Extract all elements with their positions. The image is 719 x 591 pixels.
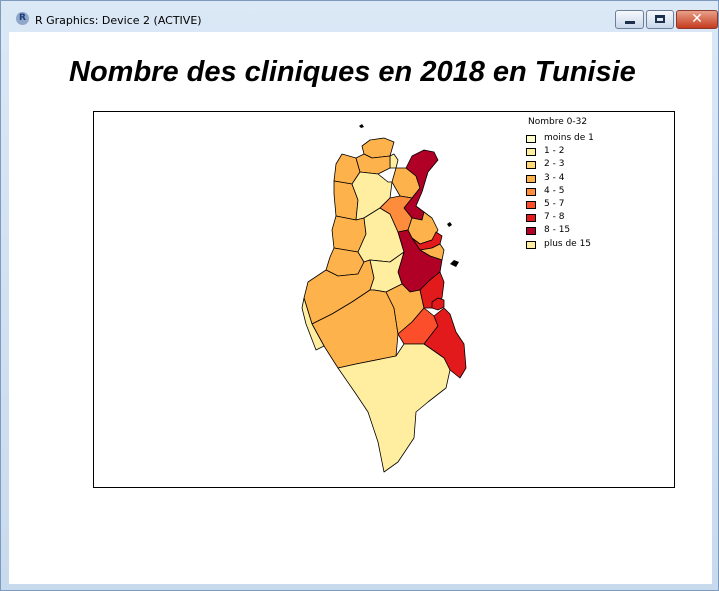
plot-region: Nombre 0-32 moins de 1 1 - 2 2 - 3 3 - 4 4 -… [93,111,675,488]
maximize-button[interactable] [646,10,674,29]
legend-label: 2 - 3 [544,159,565,170]
minimize-button[interactable] [615,10,644,29]
title-bar[interactable]: R R Graphics: Device 2 (ACTIVE) ✕ [1,1,718,32]
island-kerkennah [450,260,459,267]
legend-label: 8 - 15 [544,225,571,236]
legend-swatch [526,227,536,236]
legend-label: moins de 1 [544,133,594,143]
island-galite [359,124,364,128]
legend-swatch [526,201,536,209]
legend-swatch [526,135,536,143]
island-djerba [431,297,445,311]
legend-swatch [526,161,536,170]
legend-label: 1 - 2 [544,146,565,157]
maximize-icon [655,15,665,23]
legend-label: 3 - 4 [544,172,565,183]
legend-swatch [526,214,536,223]
close-icon: ✕ [691,11,703,27]
plot-title: Nombre des cliniques en 2018 en Tunisie [69,56,636,88]
region-center-2 [379,195,413,233]
region-south-west-1 [301,297,325,351]
legend-swatch [526,240,536,249]
legend-label: 4 - 5 [544,185,565,196]
legend-swatch [526,148,536,157]
legend-swatch [526,187,536,196]
legend-title: Nombre 0-32 [528,117,588,127]
r-logo-icon: R [16,12,29,25]
close-button[interactable]: ✕ [676,10,718,29]
island-kuriat [447,222,452,227]
minimize-icon [625,21,635,24]
legend-label: 5 - 7 [544,199,565,209]
legend-label: 7 - 8 [544,212,565,223]
legend-label: plus de 15 [544,238,592,249]
legend-swatch [526,174,536,183]
region-cap-bon [403,149,439,221]
tunisia-map [301,124,467,473]
region-north-center-2 [389,153,399,169]
plot-canvas: Nombre des cliniques en 2018 en Tunisie … [9,32,712,584]
region-south [337,343,451,473]
window-title: R Graphics: Device 2 (ACTIVE) [35,14,202,27]
